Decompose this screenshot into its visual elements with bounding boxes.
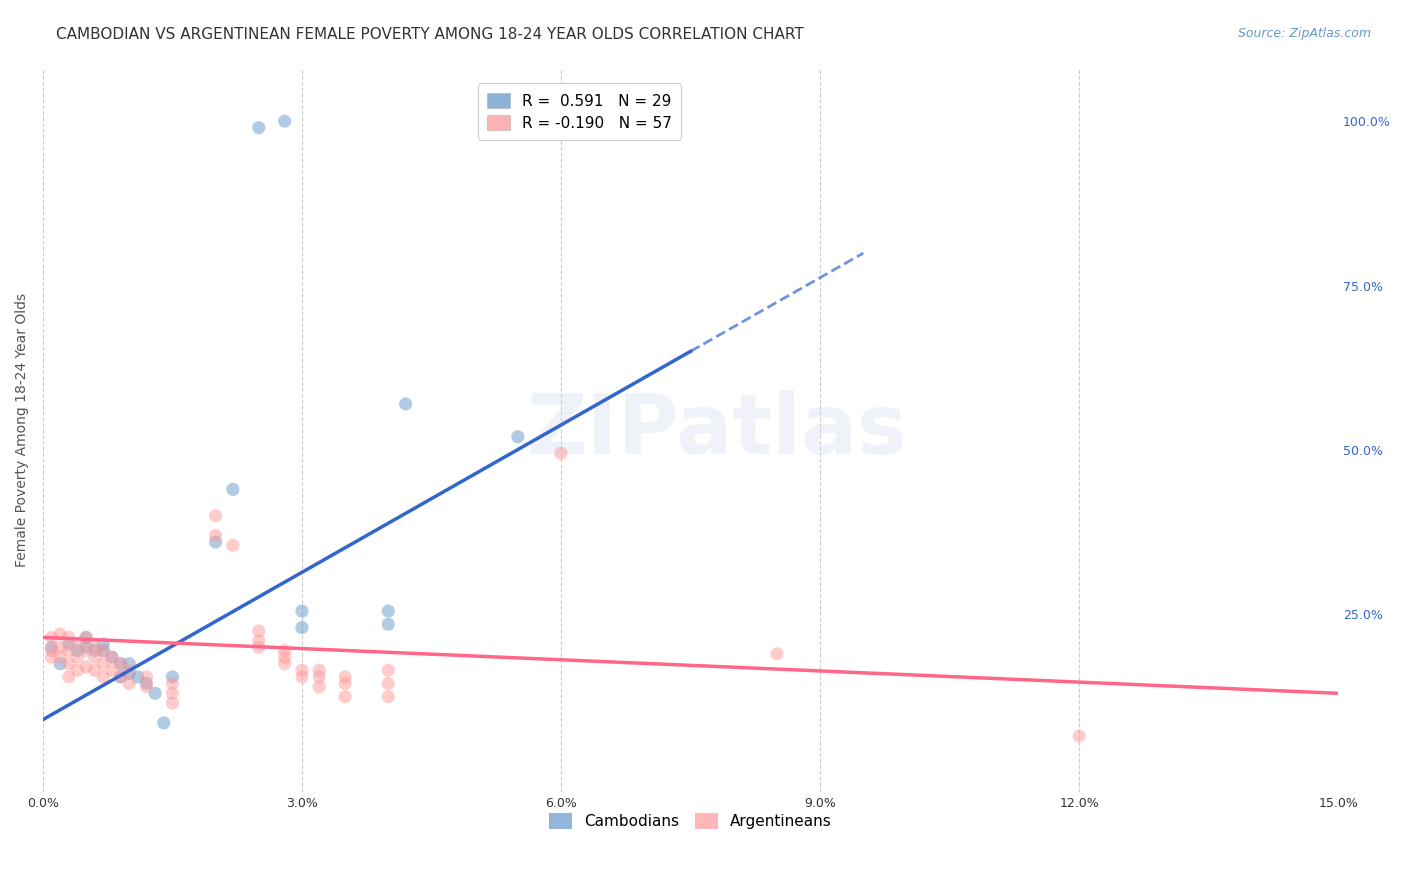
Point [247, 624, 270, 638]
Point [66, 663, 89, 677]
Point [550, 446, 572, 460]
Point [101, 650, 124, 665]
Point [377, 676, 399, 690]
Point [75, 660, 97, 674]
Point [333, 670, 356, 684]
Point [204, 528, 226, 542]
Point [377, 690, 399, 704]
Point [58, 657, 80, 671]
Point [118, 676, 141, 690]
Point [58, 643, 80, 657]
Point [75, 631, 97, 645]
Point [49, 657, 72, 671]
Point [291, 604, 314, 618]
Point [273, 657, 295, 671]
Point [110, 657, 132, 671]
Point [49, 650, 72, 665]
Point [91, 637, 114, 651]
Point [291, 621, 314, 635]
Point [1069, 729, 1091, 743]
Text: Source: ZipAtlas.com: Source: ZipAtlas.com [1237, 27, 1371, 40]
Point [83, 640, 105, 655]
Point [291, 670, 314, 684]
Point [118, 666, 141, 681]
Point [41, 631, 63, 645]
Point [91, 643, 114, 657]
Point [83, 663, 105, 677]
Point [162, 686, 184, 700]
Point [377, 604, 399, 618]
Point [118, 663, 141, 677]
Point [135, 676, 157, 690]
Point [127, 670, 149, 684]
Point [101, 650, 124, 665]
Point [135, 680, 157, 694]
Point [91, 643, 114, 657]
Point [143, 686, 166, 700]
Point [83, 643, 105, 657]
Point [41, 643, 63, 657]
Point [58, 637, 80, 651]
Point [333, 676, 356, 690]
Point [75, 631, 97, 645]
Point [308, 680, 330, 694]
Point [66, 637, 89, 651]
Point [273, 650, 295, 665]
Point [162, 696, 184, 710]
Point [152, 715, 174, 730]
Point [41, 640, 63, 655]
Point [766, 647, 789, 661]
Point [110, 670, 132, 684]
Point [308, 663, 330, 677]
Point [66, 650, 89, 665]
Point [506, 430, 529, 444]
Point [49, 627, 72, 641]
Point [204, 508, 226, 523]
Point [41, 650, 63, 665]
Point [333, 690, 356, 704]
Point [247, 120, 270, 135]
Point [91, 670, 114, 684]
Point [204, 535, 226, 549]
Point [273, 114, 295, 128]
Point [58, 631, 80, 645]
Point [377, 617, 399, 632]
Y-axis label: Female Poverty Among 18-24 Year Olds: Female Poverty Among 18-24 Year Olds [15, 293, 30, 567]
Point [49, 640, 72, 655]
Legend: Cambodians, Argentineans: Cambodians, Argentineans [543, 806, 838, 835]
Point [162, 676, 184, 690]
Point [110, 670, 132, 684]
Point [75, 643, 97, 657]
Point [247, 640, 270, 655]
Point [83, 650, 105, 665]
Point [101, 663, 124, 677]
Point [222, 483, 245, 497]
Point [377, 663, 399, 677]
Point [394, 397, 416, 411]
Text: CAMBODIAN VS ARGENTINEAN FEMALE POVERTY AMONG 18-24 YEAR OLDS CORRELATION CHART: CAMBODIAN VS ARGENTINEAN FEMALE POVERTY … [56, 27, 804, 42]
Point [135, 670, 157, 684]
Point [91, 657, 114, 671]
Point [222, 538, 245, 552]
Point [162, 670, 184, 684]
Text: ZIPatlas: ZIPatlas [526, 390, 907, 471]
Point [247, 633, 270, 648]
Point [273, 643, 295, 657]
Point [58, 670, 80, 684]
Point [291, 663, 314, 677]
Point [66, 643, 89, 657]
Point [110, 657, 132, 671]
Point [118, 657, 141, 671]
Point [308, 670, 330, 684]
Point [75, 640, 97, 655]
